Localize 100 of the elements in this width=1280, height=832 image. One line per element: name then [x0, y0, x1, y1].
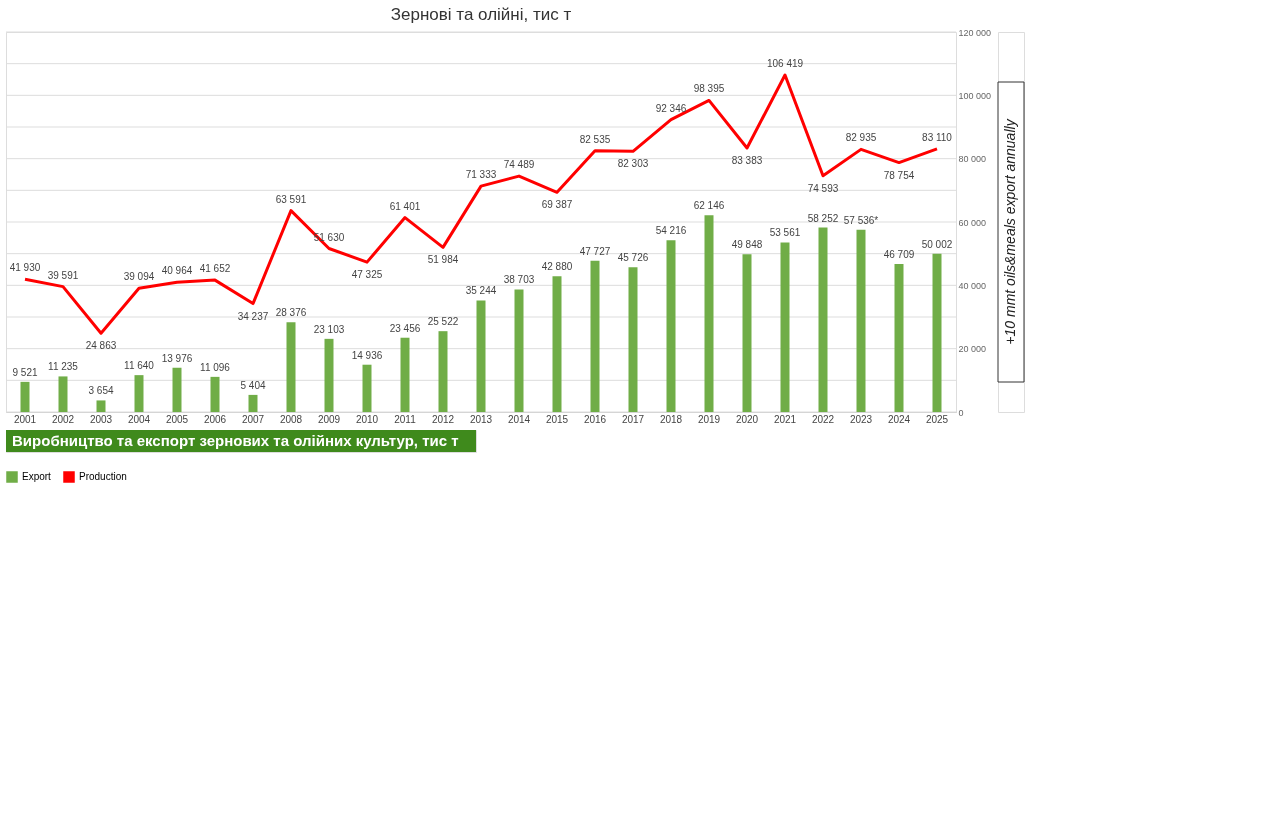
bar — [590, 260, 600, 412]
x-tick-label: 2005 — [165, 413, 189, 425]
data-label: 74 489 — [503, 159, 535, 171]
data-label: 61 401 — [389, 200, 421, 212]
data-label: 34 237 — [237, 310, 269, 322]
x-tick-label: 2002 — [51, 413, 75, 425]
x-tick-label: 2011 — [394, 413, 417, 425]
x-tick-label: 2020 — [735, 413, 759, 425]
data-label: 3 654 — [88, 385, 114, 397]
data-label: 41 930 — [9, 262, 41, 274]
bar — [362, 364, 372, 412]
data-label: 24 863 — [85, 340, 117, 352]
bar — [742, 254, 752, 412]
bar — [628, 267, 638, 412]
legend-label: Export — [22, 471, 52, 482]
bar — [248, 394, 258, 412]
x-tick-label: 2018 — [659, 413, 683, 425]
data-label: 47 727 — [579, 245, 611, 257]
data-label: 57 536* — [843, 214, 879, 226]
x-tick-label: 2024 — [887, 413, 911, 425]
data-label: 41 652 — [199, 263, 231, 275]
x-tick-label: 2025 — [925, 413, 949, 425]
data-label: 39 094 — [123, 271, 155, 283]
bar — [780, 242, 790, 412]
data-label: 78 754 — [883, 169, 915, 181]
x-tick-label: 2006 — [203, 413, 227, 425]
bar — [666, 240, 676, 412]
y-tick-label: 100 000 — [958, 90, 992, 101]
data-label: 82 535 — [579, 133, 611, 145]
x-tick-label: 2007 — [241, 413, 265, 425]
x-tick-label: 2014 — [507, 413, 531, 425]
bar — [324, 338, 334, 412]
data-label: 54 216 — [655, 225, 687, 237]
x-tick-label: 2013 — [469, 413, 493, 425]
bar — [20, 381, 30, 412]
data-label: 40 964 — [161, 265, 193, 277]
data-label: 38 703 — [503, 274, 535, 286]
data-label: 28 376 — [275, 307, 307, 319]
legend-label: Production — [79, 471, 127, 482]
bar — [818, 227, 828, 412]
data-label: 35 244 — [465, 285, 497, 297]
x-tick-label: 2022 — [811, 413, 835, 425]
data-label: 9 521 — [12, 366, 38, 378]
data-label: 42 880 — [541, 261, 573, 273]
y-tick-label: 0 — [958, 407, 964, 418]
bar — [514, 289, 524, 412]
x-tick-label: 2017 — [621, 413, 645, 425]
y-tick-label: 80 000 — [958, 154, 987, 165]
data-label: 11 235 — [48, 361, 79, 373]
x-tick-label: 2019 — [697, 413, 721, 425]
y-tick-label: 20 000 — [958, 344, 987, 355]
bar — [172, 367, 182, 412]
data-label: 25 522 — [427, 316, 459, 328]
bar — [552, 276, 562, 412]
data-label: 71 333 — [465, 169, 497, 181]
data-label: 47 325 — [351, 269, 383, 281]
bar — [856, 229, 866, 412]
data-label: 13 976 — [161, 352, 193, 364]
data-label: 5 404 — [240, 379, 266, 391]
y-tick-label: 120 000 — [958, 27, 992, 38]
bar — [894, 264, 904, 412]
x-tick-label: 2023 — [849, 413, 873, 425]
x-tick-label: 2015 — [545, 413, 569, 425]
bar — [210, 376, 220, 412]
data-label: 14 936 — [351, 349, 383, 361]
bar — [438, 331, 448, 412]
x-tick-label: 2010 — [355, 413, 379, 425]
x-tick-label: 2003 — [89, 413, 113, 425]
text: Виробництво та експорт зернових та олійних культур, тис т — [12, 432, 459, 449]
data-label: 23 456 — [389, 322, 421, 334]
bar — [58, 376, 68, 412]
data-label: 11 096 — [200, 361, 231, 373]
data-label: 82 935 — [845, 132, 877, 144]
data-label: 83 110 — [922, 131, 953, 143]
y-tick-label: 60 000 — [958, 217, 987, 228]
data-label: 53 561 — [769, 227, 801, 239]
bar — [704, 215, 714, 412]
data-label: 51 984 — [427, 254, 459, 266]
bar — [96, 400, 106, 412]
data-label: 45 726 — [617, 252, 649, 264]
data-label: 82 303 — [617, 158, 649, 170]
data-label: 92 346 — [655, 102, 687, 114]
data-label: 49 848 — [731, 239, 763, 251]
data-label: 83 383 — [731, 154, 763, 166]
x-tick-label: 2004 — [127, 413, 151, 425]
data-label: 39 591 — [47, 269, 79, 281]
x-tick-label: 2009 — [317, 413, 341, 425]
data-label: 58 252 — [807, 212, 839, 224]
data-label: 11 640 — [124, 360, 155, 372]
bar — [932, 253, 942, 412]
x-tick-label: 2008 — [279, 413, 303, 425]
x-tick-label: 2016 — [583, 413, 607, 425]
bar — [286, 322, 296, 412]
data-label: 50 002 — [921, 238, 953, 250]
data-label: 23 103 — [313, 323, 345, 335]
bar — [476, 300, 486, 412]
data-label: 106 419 — [766, 58, 804, 70]
bar — [134, 375, 144, 412]
data-label: 69 387 — [541, 199, 573, 211]
bar — [400, 337, 410, 412]
